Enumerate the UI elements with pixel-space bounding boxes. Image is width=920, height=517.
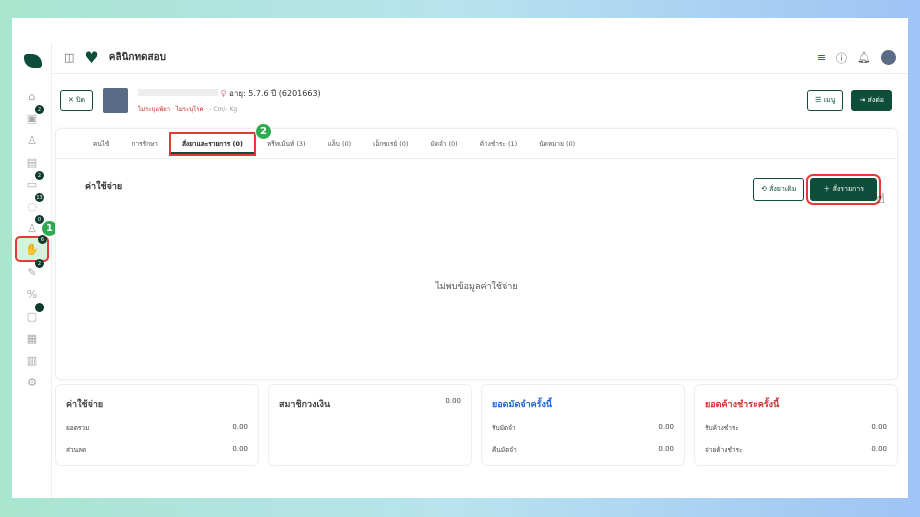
outstanding-card: ยอดค้างชำระครั้งนี้ รับค้างชำระ 0.00 จ่าย…: [694, 384, 898, 466]
patient-avatar: [103, 87, 129, 113]
forward-button[interactable]: ⇥ ส่งต่อ: [851, 89, 892, 111]
clinic-name: คลินิกทดสอบ: [108, 52, 167, 63]
deposit-card: ยอดมัดจำครั้งนี้ รับมัดจำ 0.00 คืนมัดจำ 0.…: [481, 384, 685, 466]
box-icon[interactable]: ▢: [20, 303, 44, 326]
tab-patient[interactable]: คนไข้: [93, 139, 110, 148]
badge: 2: [35, 171, 44, 180]
tab-treatments[interactable]: ทรีทเม้นท์ (3): [267, 139, 306, 148]
badge-dot: [35, 303, 44, 312]
tab-deposit[interactable]: มัดจำ (0): [430, 139, 458, 148]
bell-icon[interactable]: 🔔︎: [857, 51, 871, 64]
section-title: ค่าใช้จ่าย: [85, 182, 123, 192]
grid-icon[interactable]: ▦: [26, 331, 38, 345]
gear-icon[interactable]: ⚙: [27, 375, 37, 389]
row-value: 0.00: [871, 423, 887, 431]
close-button[interactable]: ✕ ปิด: [60, 89, 94, 111]
bed-icon[interactable]: ▭ 2: [20, 171, 44, 194]
row-label: ยอดรวม: [66, 424, 90, 432]
tab-bar: คนไข้ การรักษา สั่งยาและรายการ (0) ทรีทเ…: [56, 129, 897, 159]
row-label: คืนมัดจำ: [492, 446, 517, 454]
disease-label: ไม่ระบุโรค: [175, 105, 204, 113]
percent-icon[interactable]: %: [26, 287, 38, 301]
badge: 13: [35, 193, 44, 202]
patient-bar: ✕ ปิด ♀ อายุ: 5.7.6 ปี (6201663) ไม่ระบุ…: [52, 74, 900, 126]
main-panel: คนไข้ การรักษา สั่งยาและรายการ (0) ทรีทเ…: [55, 123, 898, 380]
empty-state: ไม่พบข้อมูลค่าใช้จ่าย: [435, 282, 518, 292]
syringe-icon[interactable]: ✎ 2: [20, 259, 44, 282]
app-window: ⌂ ▣ 2 ♙ ▤ ▭ 2 ◌ 13 ♙ 0 ✋ 6 ✎ 2 % ▢ ▦ ▥ ⚙ 1 ◫ ♥…: [12, 18, 908, 498]
badge: 6: [38, 235, 47, 244]
calendar-icon[interactable]: ▣ 2: [20, 105, 44, 128]
body-metrics: - Cm/- Kg: [209, 105, 238, 113]
tab-appointment[interactable]: นัดหมาย (0): [539, 139, 576, 148]
stethoscope-icon[interactable]: ◌ 13: [27, 193, 44, 213]
card-title: สมาชิกวงเงิน: [279, 400, 331, 410]
tab-orders[interactable]: สั่งยาและรายการ (0): [168, 131, 256, 156]
user-icon[interactable]: ♙: [27, 133, 37, 147]
badge: 0: [35, 215, 44, 224]
payment-icon[interactable]: ✋ 6: [15, 235, 49, 262]
expense-card: ค่าใช้จ่าย ยอดรวม 0.00 ส่วนลด 0.00: [55, 384, 259, 466]
clinic-logo: ♥: [84, 48, 99, 67]
patient-age: อายุ: 5.7.6 ปี (6201663): [229, 88, 321, 98]
top-bar: ◫ ♥ คลินิกทดสอบ ≡ ⓘ 🔔︎: [52, 42, 908, 74]
card-title: ยอดมัดจำครั้งนี้: [492, 400, 553, 410]
hand-cursor-icon: ☝: [876, 191, 885, 207]
allergy-label: ไม่ระบุแพ้ยา: [138, 105, 171, 113]
tab-lab[interactable]: แล็บ (0): [327, 139, 352, 148]
step-marker-2: 2: [255, 123, 272, 140]
tab-xray[interactable]: เอ็กซเรย์ (0): [373, 139, 409, 148]
row-label: ส่วนลด: [66, 446, 87, 454]
reorder-button[interactable]: ⟲ สั่งยาเดิม: [752, 178, 805, 201]
badge: 2: [35, 259, 44, 268]
row-label: จ่ายค้างชำระ: [705, 446, 743, 454]
help-icon[interactable]: ⓘ: [836, 51, 848, 65]
tab-treatment[interactable]: การรักษา: [131, 139, 158, 148]
logo: [24, 54, 42, 68]
doctor-icon[interactable]: ♙ 0: [20, 215, 44, 238]
member-credit-card: สมาชิกวงเงิน 0.00: [268, 384, 472, 466]
summary-cards: ค่าใช้จ่าย ยอดรวม 0.00 ส่วนลด 0.00 สมาชิกว…: [55, 384, 898, 466]
card-value: 0.00: [445, 397, 461, 405]
row-label: รับค้างชำระ: [705, 424, 739, 432]
chart-icon[interactable]: ▥: [26, 353, 38, 367]
row-value: 0.00: [232, 445, 248, 453]
badge: 2: [35, 105, 44, 114]
card-title: ยอดค้างชำระครั้งนี้: [705, 400, 780, 410]
order-button[interactable]: ＋ สั่งรายการ: [806, 174, 881, 205]
sidebar: ⌂ ▣ 2 ♙ ▤ ▭ 2 ◌ 13 ♙ 0 ✋ 6 ✎ 2 % ▢ ▦ ▥ ⚙: [12, 42, 52, 498]
row-value: 0.00: [658, 445, 674, 453]
flag-icon[interactable]: ≡: [816, 51, 827, 64]
id-card-icon[interactable]: ▤: [26, 155, 38, 169]
tab-outstanding[interactable]: ค้างชำระ (1): [479, 139, 518, 148]
sidebar-toggle-icon[interactable]: ◫: [64, 51, 75, 64]
row-value: 0.00: [871, 445, 887, 453]
menu-button[interactable]: ☰ เมนู: [807, 89, 844, 111]
patient-name-blurred: [138, 88, 219, 96]
row-label: รับมัดจำ: [492, 424, 516, 432]
female-icon: ♀: [220, 88, 227, 98]
row-value: 0.00: [658, 423, 674, 431]
card-title: ค่าใช้จ่าย: [66, 400, 104, 410]
avatar[interactable]: [881, 50, 896, 65]
home-icon[interactable]: ⌂: [28, 89, 36, 103]
row-value: 0.00: [232, 423, 248, 431]
